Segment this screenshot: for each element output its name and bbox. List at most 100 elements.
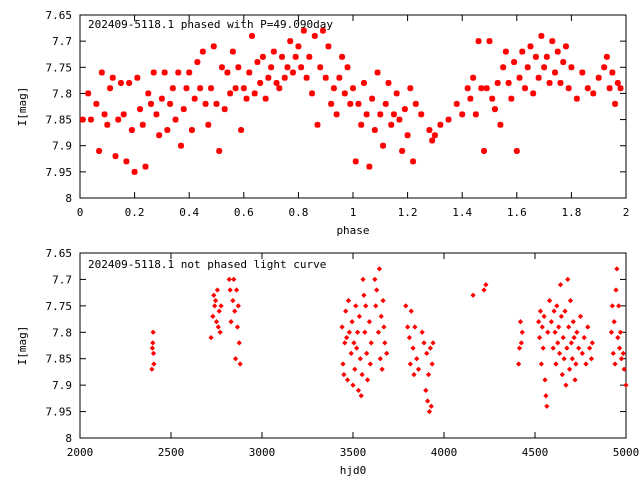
data-point bbox=[215, 324, 221, 330]
data-point bbox=[566, 366, 573, 372]
data-point bbox=[175, 69, 182, 76]
data-point bbox=[147, 100, 154, 107]
data-point bbox=[572, 377, 578, 383]
data-point bbox=[539, 324, 545, 330]
data-point bbox=[401, 106, 408, 113]
data-point bbox=[112, 153, 119, 160]
data-point bbox=[428, 403, 434, 409]
x-tick-label: 2500 bbox=[158, 446, 185, 459]
data-point bbox=[393, 90, 400, 97]
data-point bbox=[589, 340, 595, 346]
unphased-chart-title: 202409-5118.1 not phased light curve bbox=[88, 258, 326, 271]
data-point bbox=[235, 64, 242, 71]
data-point bbox=[554, 48, 561, 55]
unphased-data-points bbox=[149, 266, 629, 415]
data-point bbox=[345, 297, 352, 304]
data-point bbox=[419, 329, 425, 335]
data-point bbox=[609, 303, 615, 309]
data-point bbox=[354, 329, 361, 335]
x-tick-label: 3000 bbox=[249, 446, 276, 459]
data-point bbox=[382, 340, 388, 346]
data-point bbox=[276, 85, 283, 92]
data-point bbox=[306, 53, 313, 60]
data-point bbox=[541, 64, 548, 71]
data-point bbox=[311, 32, 318, 39]
data-point bbox=[380, 297, 386, 304]
data-point bbox=[161, 69, 168, 76]
data-point bbox=[590, 90, 597, 97]
data-point bbox=[556, 350, 563, 357]
data-point bbox=[79, 116, 86, 123]
data-point bbox=[251, 90, 258, 97]
data-point bbox=[96, 147, 103, 154]
data-point bbox=[369, 95, 376, 102]
y-tick-label: 7.7 bbox=[52, 273, 72, 286]
data-point bbox=[328, 100, 335, 107]
data-point bbox=[314, 121, 321, 128]
data-point bbox=[377, 111, 384, 118]
data-point bbox=[237, 361, 243, 367]
data-point bbox=[210, 313, 216, 320]
data-point bbox=[412, 100, 419, 107]
data-point bbox=[562, 43, 569, 50]
data-point bbox=[126, 79, 133, 86]
data-point bbox=[565, 276, 571, 283]
data-point bbox=[123, 158, 130, 165]
data-point bbox=[356, 313, 362, 320]
data-point bbox=[343, 308, 349, 314]
data-point bbox=[617, 345, 623, 351]
data-point bbox=[279, 53, 286, 60]
data-point bbox=[211, 292, 217, 298]
data-point bbox=[486, 38, 493, 45]
data-point bbox=[515, 361, 522, 367]
y-tick-label: 7.85 bbox=[46, 353, 73, 366]
data-point bbox=[358, 393, 364, 399]
data-point bbox=[210, 43, 217, 50]
data-point bbox=[553, 361, 559, 367]
data-point bbox=[513, 147, 520, 154]
data-point bbox=[427, 345, 433, 351]
data-point bbox=[371, 127, 378, 134]
data-point bbox=[616, 303, 622, 309]
data-point bbox=[298, 64, 305, 71]
data-point bbox=[524, 64, 531, 71]
data-point bbox=[151, 361, 157, 367]
unphased-y-axis-label: I[mag] bbox=[16, 326, 29, 366]
data-point bbox=[149, 366, 155, 372]
x-tick-label: 1 bbox=[350, 206, 357, 219]
data-point bbox=[257, 79, 264, 86]
data-point bbox=[364, 350, 370, 357]
data-point bbox=[303, 74, 310, 81]
data-point bbox=[467, 95, 474, 102]
data-point bbox=[243, 95, 250, 102]
data-point bbox=[218, 303, 224, 309]
data-point bbox=[431, 132, 438, 139]
data-point bbox=[459, 111, 466, 118]
data-point bbox=[180, 106, 187, 113]
data-point bbox=[537, 308, 544, 314]
data-point bbox=[268, 64, 275, 71]
data-point bbox=[149, 345, 156, 351]
data-point bbox=[339, 324, 345, 330]
data-point bbox=[363, 303, 369, 309]
data-point bbox=[289, 69, 296, 76]
data-point bbox=[385, 79, 392, 86]
data-point bbox=[213, 100, 220, 107]
data-point bbox=[234, 324, 241, 330]
data-point bbox=[226, 276, 232, 283]
unphased-plot-frame bbox=[79, 252, 627, 439]
data-point bbox=[424, 398, 431, 404]
data-point bbox=[546, 297, 553, 304]
data-point bbox=[178, 142, 185, 149]
data-point bbox=[212, 303, 218, 309]
phased-chart-title: 202409-5118.1 phased with P=49.090day bbox=[88, 18, 333, 31]
y-tick-label: 8 bbox=[65, 432, 72, 445]
data-point bbox=[470, 292, 476, 298]
data-point bbox=[620, 350, 626, 357]
data-point bbox=[404, 132, 411, 139]
data-point bbox=[265, 74, 272, 81]
data-point bbox=[342, 340, 348, 346]
data-point bbox=[549, 38, 556, 45]
data-point bbox=[489, 95, 496, 102]
data-point bbox=[339, 53, 346, 60]
